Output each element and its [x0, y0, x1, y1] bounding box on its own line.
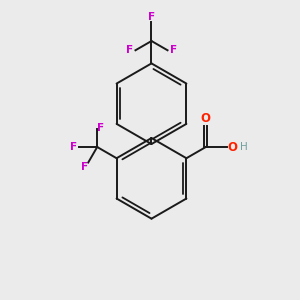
Text: F: F [81, 162, 88, 172]
Text: F: F [70, 142, 77, 152]
Text: H: H [240, 142, 248, 152]
Text: F: F [170, 45, 177, 55]
Text: F: F [126, 45, 133, 55]
Text: F: F [97, 123, 104, 133]
Text: F: F [148, 12, 155, 22]
Text: O: O [201, 112, 211, 125]
Text: O: O [228, 140, 238, 154]
